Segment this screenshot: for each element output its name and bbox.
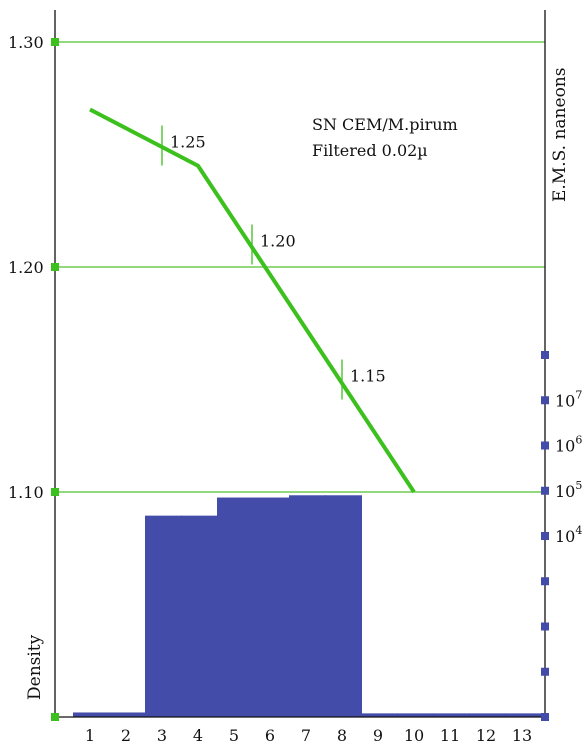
left-tick-label: 1.30 xyxy=(8,33,44,52)
chart-title-line-2: Filtered 0.02µ xyxy=(312,141,428,160)
bar-9 xyxy=(361,713,398,717)
bar-5 xyxy=(217,497,254,717)
x-tick-label-5: 5 xyxy=(229,726,239,745)
bar-11 xyxy=(433,713,470,717)
bar-10 xyxy=(397,713,434,717)
bar-12 xyxy=(469,713,506,717)
annotation-label-1.15: 1.15 xyxy=(350,367,386,386)
right-axis-title: E.M.S. naneons xyxy=(550,68,570,202)
bar-1 xyxy=(73,712,110,717)
labels-layer: 1.301.201.101.251.201.151 2 3 4 5 6 7 8 9 10 11 12 1… xyxy=(8,33,582,745)
left-axis-title: Density xyxy=(25,634,45,700)
x-tick-label-12: 12 xyxy=(476,726,496,745)
x-tick-label-11: 11 xyxy=(440,726,460,745)
annotation-label-1.20: 1.20 xyxy=(260,232,296,251)
right-tick-marker xyxy=(541,622,549,631)
x-tick-label-3: 3 xyxy=(157,726,167,745)
x-tick-label-4: 4 xyxy=(193,726,203,745)
right-tick-marker xyxy=(541,441,549,450)
x-tick-label-13: 13 xyxy=(512,726,532,745)
right-tick-label-1e4: 104 xyxy=(555,524,582,546)
bar-8 xyxy=(325,495,362,717)
right-tick-marker xyxy=(541,532,549,540)
left-tick-marker xyxy=(51,488,59,496)
x-tick-label-9: 9 xyxy=(373,726,383,745)
right-tick-label-1e7: 107 xyxy=(555,388,582,410)
chart-title-line-1: SN CEM/M.pirum xyxy=(312,115,458,134)
right-tick-marker xyxy=(541,486,549,495)
right-tick-label-1e5: 105 xyxy=(555,479,582,501)
x-tick-label-7: 7 xyxy=(301,726,311,745)
x-tick-label-2: 2 xyxy=(121,726,131,745)
ticks-layer xyxy=(51,38,549,721)
left-tick-marker xyxy=(51,713,59,721)
annotation-label-1.25: 1.25 xyxy=(170,133,206,152)
x-tick-label-6: 6 xyxy=(265,726,275,745)
x-tick-label-10: 10 xyxy=(404,726,424,745)
right-tick-marker xyxy=(541,351,549,359)
x-tick-label-8: 8 xyxy=(337,726,347,745)
left-tick-label: 1.20 xyxy=(8,258,44,277)
right-tick-marker xyxy=(541,713,549,721)
grid-layer xyxy=(55,41,545,493)
right-tick-marker xyxy=(541,396,549,405)
right-tick-label-1e6: 106 xyxy=(555,434,582,456)
bar-2 xyxy=(109,712,146,717)
left-tick-marker xyxy=(51,38,59,46)
density-line xyxy=(89,107,416,494)
bar-7 xyxy=(289,495,326,717)
right-tick-marker xyxy=(541,667,549,676)
x-tick-label-1: 1 xyxy=(85,726,95,745)
bars-layer xyxy=(73,495,542,717)
bar-4 xyxy=(181,515,218,717)
bar-6 xyxy=(253,497,290,717)
left-tick-marker xyxy=(51,263,59,271)
bar-3 xyxy=(145,515,182,717)
left-tick-label: 1.10 xyxy=(8,483,44,502)
bar-13 xyxy=(505,713,542,717)
line-layer xyxy=(89,107,416,494)
right-tick-marker xyxy=(541,577,549,586)
axes-layer xyxy=(54,10,546,718)
